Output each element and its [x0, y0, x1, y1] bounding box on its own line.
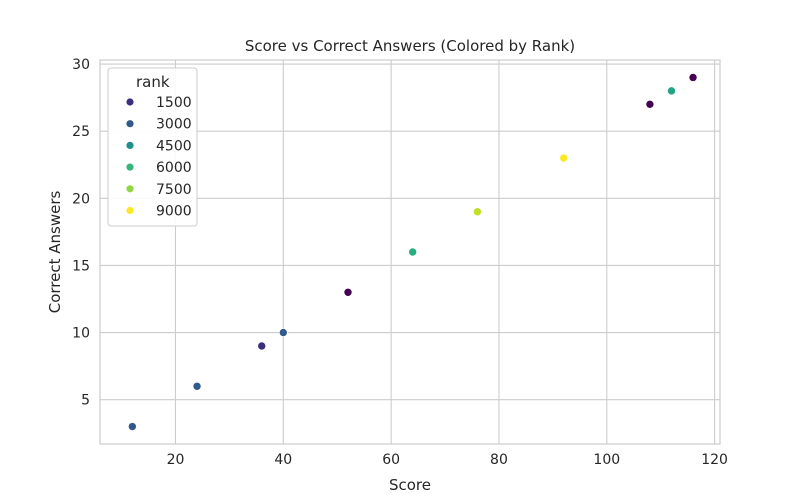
data-point — [688, 73, 698, 82]
data-point — [559, 153, 568, 163]
legend-marker — [126, 98, 134, 106]
data-point — [192, 381, 202, 391]
legend-marker — [126, 206, 134, 215]
data-point — [128, 422, 137, 431]
x-tick-label: 60 — [382, 452, 400, 468]
legend-label: 3000 — [156, 117, 192, 133]
chart-title: Score vs Correct Answers (Colored by Ran… — [245, 37, 575, 55]
tick-labels: 20 40 60 80 100 120 5 10 15 20 25 30 — [72, 57, 728, 468]
y-tick-label: 30 — [72, 57, 90, 73]
legend-label: 9000 — [156, 204, 192, 220]
x-tick-label: 40 — [274, 452, 292, 468]
legend-label: 1500 — [156, 95, 192, 111]
y-axis-label: Correct Answers — [46, 191, 64, 314]
legend-marker — [126, 120, 134, 128]
data-points — [128, 73, 698, 431]
legend-label: 4500 — [156, 138, 192, 154]
data-point — [645, 100, 655, 109]
data-point — [473, 207, 482, 217]
data-point — [257, 341, 267, 351]
y-tick-label: 15 — [72, 258, 90, 274]
y-tick-label: 10 — [72, 326, 90, 342]
legend: rank 1500 3000 4500 6000 7500 9000 — [107, 67, 198, 227]
legend-marker — [126, 163, 134, 171]
legend-title: rank — [136, 73, 170, 91]
legend-label: 6000 — [156, 160, 192, 176]
x-tick-label: 20 — [167, 452, 185, 468]
x-tick-label: 100 — [593, 452, 620, 468]
legend-label: 7500 — [156, 182, 192, 198]
data-point — [667, 86, 676, 96]
x-tick-label: 80 — [490, 452, 508, 468]
x-tick-label: 120 — [701, 452, 728, 468]
x-axis-label: Score — [389, 476, 431, 494]
data-point — [408, 247, 417, 257]
y-tick-label: 5 — [81, 393, 90, 409]
y-tick-label: 20 — [72, 191, 90, 207]
y-tick-label: 25 — [72, 124, 90, 140]
legend-marker — [126, 141, 134, 149]
legend-marker — [126, 185, 134, 193]
data-point — [279, 328, 288, 337]
data-point — [343, 287, 353, 297]
